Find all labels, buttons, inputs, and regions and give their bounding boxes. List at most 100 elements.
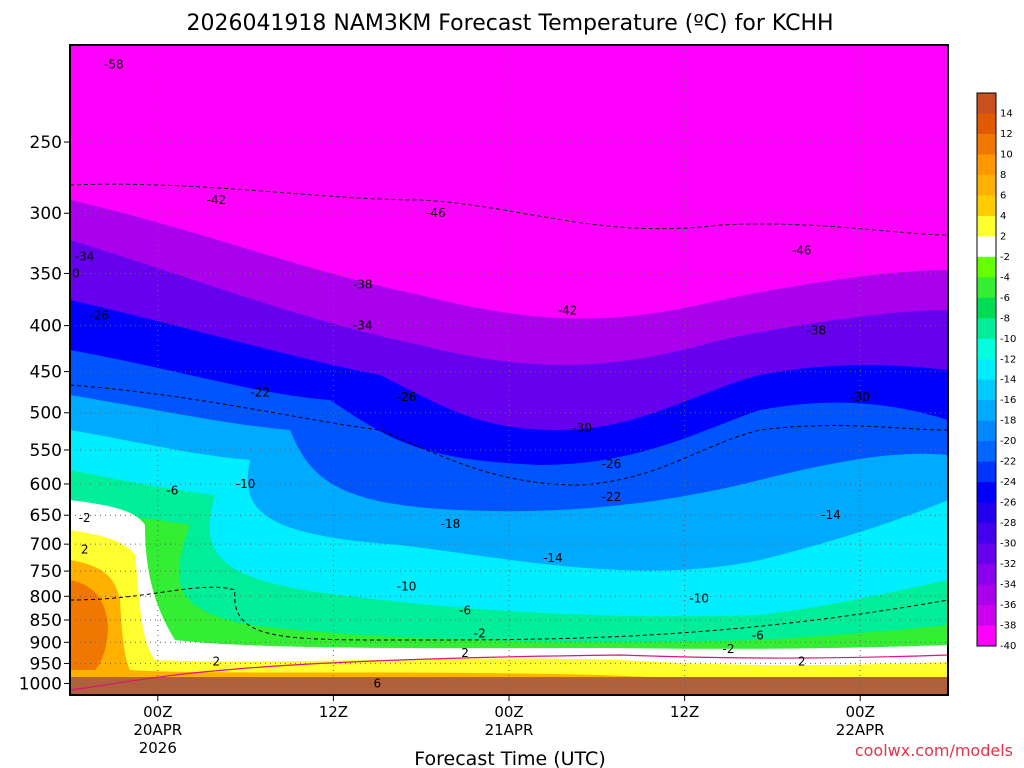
colorbar-tick-label: -38 bbox=[1000, 621, 1016, 632]
colorbar-tick-label: 4 bbox=[1000, 211, 1006, 222]
contour-label: -10 bbox=[236, 477, 256, 491]
contour-label: 2 bbox=[81, 543, 89, 557]
y-tick-label: 500 bbox=[30, 404, 62, 424]
colorbar-tick-label: 10 bbox=[1000, 149, 1013, 160]
y-tick-label: 600 bbox=[30, 475, 62, 495]
colorbar-swatch bbox=[977, 625, 996, 647]
colorbar-swatch bbox=[977, 584, 996, 606]
contour-label: -42 bbox=[207, 193, 227, 207]
colorbar-swatch bbox=[977, 195, 996, 217]
x-tick-label: 21APR bbox=[485, 721, 534, 739]
colorbar-tick-label: -36 bbox=[1000, 600, 1016, 611]
x-axis-label: Forecast Time (UTC) bbox=[414, 748, 605, 768]
contour-labels: -58-42-46-46-34-30-38-42-26-34 -38-22 -26-… bbox=[60, 58, 870, 691]
y-tick-label: 750 bbox=[30, 562, 62, 582]
colorbar-swatch bbox=[977, 523, 996, 545]
colorbar-swatch bbox=[977, 420, 996, 442]
colorbar-swatch bbox=[977, 482, 996, 504]
colorbar-swatch bbox=[977, 277, 996, 299]
y-axis: 2503003504004505005506006507007508008509… bbox=[19, 133, 70, 694]
contour-label: 2 bbox=[213, 654, 221, 668]
colorbar-tick-label: -28 bbox=[1000, 518, 1016, 529]
colorbar-tick-label: -16 bbox=[1000, 395, 1016, 406]
contour-label: -30 bbox=[572, 421, 592, 435]
y-tick-label: 850 bbox=[30, 611, 62, 631]
contour-label: -2 bbox=[474, 627, 486, 641]
contour-label: -22 bbox=[250, 386, 270, 400]
y-tick-label: 450 bbox=[30, 363, 62, 383]
y-tick-label: 250 bbox=[30, 133, 62, 153]
x-tick-label: 12Z bbox=[670, 703, 699, 721]
colorbar-swatch bbox=[977, 461, 996, 483]
contour-line bbox=[70, 183, 948, 236]
colorbar-tick-label: -12 bbox=[1000, 354, 1016, 365]
grid-lines bbox=[70, 45, 948, 695]
contour-label: 2 bbox=[798, 654, 806, 668]
colorbar-tick-label: 14 bbox=[1000, 108, 1013, 119]
colorbar-tick-label: -34 bbox=[1000, 580, 1016, 591]
colorbar-swatch bbox=[977, 605, 996, 627]
colorbar-swatch bbox=[977, 543, 996, 565]
credit-link[interactable]: coolwx.com/models bbox=[855, 741, 1013, 760]
colorbar-swatch bbox=[977, 502, 996, 524]
colorbar-frame bbox=[976, 92, 997, 647]
contour-label: -30 bbox=[60, 266, 80, 280]
colorbar-tick-label: -24 bbox=[1000, 477, 1016, 488]
contour-label: -38 bbox=[353, 277, 373, 291]
colorbar-swatch bbox=[977, 174, 996, 196]
colorbar-swatch bbox=[977, 318, 996, 340]
x-tick-label: 22APR bbox=[836, 721, 885, 739]
contour-label: -10 bbox=[397, 579, 417, 593]
y-tick-label: 900 bbox=[30, 633, 62, 653]
colorbar-tick-label: -18 bbox=[1000, 416, 1016, 427]
contour-label: -6 bbox=[166, 483, 178, 497]
colorbar: 14 12 10 8 6 4 2 -2 -4 -6 -8 -10 -12 -14 -16 -18 -20 -22 -… bbox=[976, 92, 1016, 652]
plot-area: -58-42-46-46-34-30-38-42-26-34 -38-22 -26-… bbox=[60, 45, 948, 695]
contour-label: -18 bbox=[441, 517, 461, 531]
y-tick-label: 350 bbox=[30, 264, 62, 284]
x-tick-label: 00Z bbox=[846, 703, 875, 721]
colorbar-swatch bbox=[977, 113, 996, 135]
chart-title: 2026041918 NAM3KM Forecast Temperature (… bbox=[186, 11, 833, 36]
x-tick-label: 2026 bbox=[139, 739, 177, 757]
colorbar-tick-label: -22 bbox=[1000, 457, 1016, 468]
y-tick-label: 700 bbox=[30, 535, 62, 555]
contour-label: -30 bbox=[850, 390, 870, 404]
y-tick-label: 1000 bbox=[19, 674, 62, 694]
contour-label: -2 bbox=[723, 642, 735, 656]
colorbar-swatch bbox=[977, 236, 996, 258]
x-tick-label: 12Z bbox=[319, 703, 348, 721]
contour-label: -46 bbox=[426, 206, 446, 220]
contour-label: -2 bbox=[79, 511, 91, 525]
y-tick-label: 800 bbox=[30, 587, 62, 607]
colorbar-swatch bbox=[977, 359, 996, 381]
contour-label: -6 bbox=[752, 629, 764, 643]
contour-label: -22 bbox=[602, 490, 622, 504]
colorbar-swatch bbox=[977, 441, 996, 463]
contour-label: -42 bbox=[558, 304, 578, 318]
contour-label: 6 bbox=[373, 676, 381, 690]
colorbar-tick-label: -40 bbox=[1000, 641, 1016, 652]
colorbar-swatch bbox=[977, 338, 996, 360]
colorbar-tick-label: 2 bbox=[1000, 231, 1006, 242]
y-tick-label: 650 bbox=[30, 506, 62, 526]
colorbar-tick-label: -8 bbox=[1000, 313, 1010, 324]
colorbar-tick-label: -20 bbox=[1000, 436, 1016, 447]
colorbar-tick-label: 12 bbox=[1000, 129, 1013, 140]
colorbar-tick-label: -32 bbox=[1000, 559, 1016, 570]
y-tick-label: 400 bbox=[30, 317, 62, 337]
contour-label: -26 bbox=[397, 390, 417, 404]
colorbar-swatch bbox=[977, 154, 996, 176]
colorbar-tick-label: -4 bbox=[1000, 272, 1010, 283]
contour-label: -26 bbox=[602, 457, 622, 471]
contour-line bbox=[70, 654, 948, 691]
colorbar-tick-label: -14 bbox=[1000, 375, 1016, 386]
colorbar-tick-label: -26 bbox=[1000, 498, 1016, 509]
x-tick-label: 00Z bbox=[494, 703, 523, 721]
colorbar-swatch bbox=[977, 564, 996, 586]
contour-label: -34 bbox=[75, 249, 95, 263]
contour-label: -34 bbox=[353, 319, 373, 333]
colorbar-tick-label: -6 bbox=[1000, 293, 1010, 304]
